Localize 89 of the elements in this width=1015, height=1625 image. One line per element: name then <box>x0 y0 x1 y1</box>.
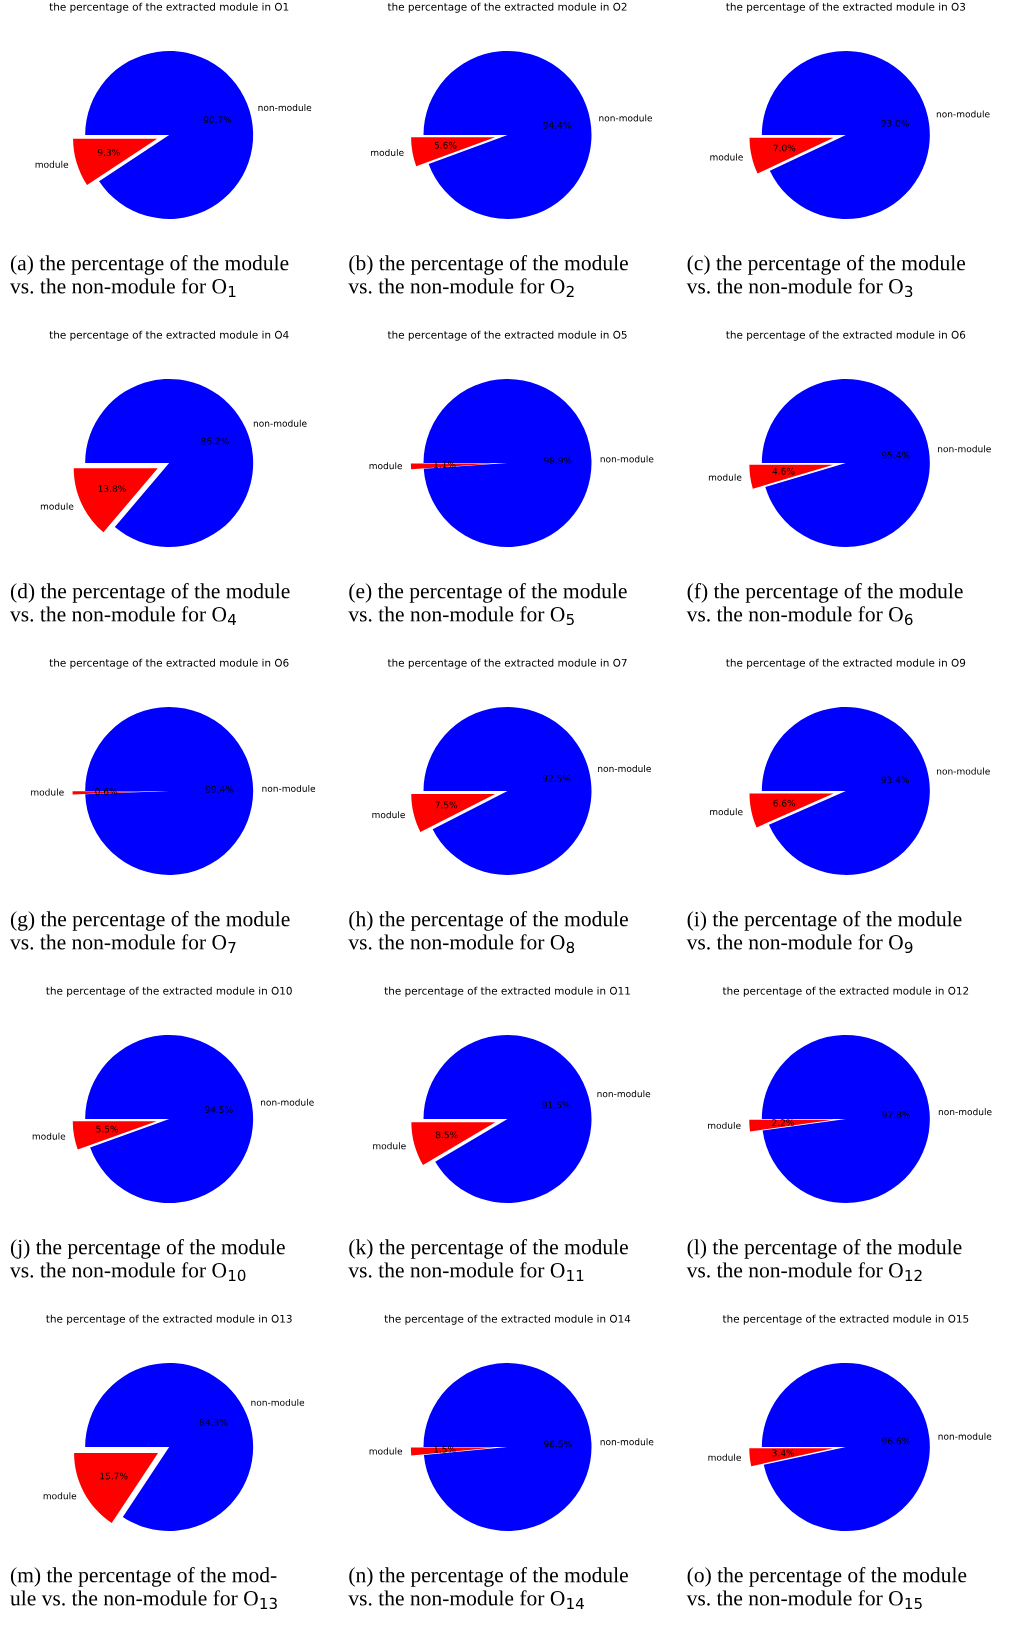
chart-title: the percentage of the extracted module in O11 <box>384 986 630 997</box>
data-label: 6.6% <box>773 799 796 807</box>
slice-label: non-module <box>600 455 654 463</box>
slice-label: module <box>373 1142 406 1150</box>
slice-label: module <box>710 153 743 161</box>
data-label: 9.3% <box>97 148 120 156</box>
text: (n) the percentage of the module vs. the non-module for O$_{14}$ <box>348 1567 628 1609</box>
slice-label: non-module <box>938 1432 992 1440</box>
data-label: 2.2% <box>772 1119 794 1126</box>
slice-label: non-module <box>253 419 307 427</box>
slice-label: module <box>708 473 742 481</box>
slice-label: non-module <box>938 1108 992 1116</box>
data-label: 5.6% <box>434 141 457 149</box>
slice-label: non-module <box>597 1090 651 1098</box>
slice-label: module <box>369 1447 403 1455</box>
chart-title: the percentage of the extracted module in O1 <box>49 2 289 13</box>
chart-title: the percentage of the extracted module in O6 <box>726 330 966 341</box>
text: (f) the percentage of the module vs. the non-module for O$_{6}$ <box>686 583 963 626</box>
slice-label: module <box>43 1492 77 1500</box>
data-label: 94.5% <box>205 1106 233 1113</box>
text: (j) the percentage of the module vs. the non-module for O$_{10}$ <box>10 1239 285 1282</box>
slice-label: module <box>708 1453 741 1461</box>
data-label: 93.0% <box>881 119 909 127</box>
data-label: 15.7% <box>100 1472 128 1480</box>
data-label: 98.9% <box>544 457 572 464</box>
data-label: 13.8% <box>98 485 126 493</box>
data-label: 96.6% <box>882 1437 910 1445</box>
data-label: 8.5% <box>435 1131 458 1139</box>
chart-title: the percentage of the extracted module in O15 <box>722 1314 969 1325</box>
chart-title: the percentage of the extracted module in O6 <box>49 658 289 669</box>
slice-label: module <box>31 788 64 796</box>
data-label: 97.8% <box>882 1111 910 1119</box>
text: (g) the percentage of the module vs. the non-module for O$_{7}$ <box>10 911 290 953</box>
slice-label: module <box>372 811 405 819</box>
text: (l) the percentage of the module vs. the non-module for O$_{12}$ <box>686 1239 962 1281</box>
data-label: 98.5% <box>544 1440 572 1448</box>
data-label: 91.5% <box>542 1101 570 1109</box>
chart-title: the percentage of the extracted module in O13 <box>46 1314 292 1325</box>
chart-title: the percentage of the extracted module in O3 <box>726 2 966 13</box>
data-label: 95.4% <box>881 451 910 459</box>
text: (i) the percentage of the module vs. the non-module for O$_{9}$ <box>686 911 962 954</box>
slice-label: module <box>32 1132 66 1140</box>
data-label: 92.5% <box>542 775 571 782</box>
chart-title: the percentage of the extracted module in O7 <box>387 658 627 669</box>
slice-label: non-module <box>258 104 312 112</box>
slice-label: non-module <box>598 765 651 773</box>
slice-label: non-module <box>938 445 991 453</box>
data-label: 90.7% <box>203 116 232 124</box>
slice-label: module <box>371 149 404 156</box>
text: (o) the percentage of the module vs. the non-module for O$_{15}$ <box>686 1567 967 1610</box>
text: (b) the percentage of the module vs. the non-module for O$_{2}$ <box>348 255 628 297</box>
data-label: 94.4% <box>543 121 571 129</box>
data-label: 99.4% <box>205 785 234 793</box>
text: (a) the percentage of the module vs. the non-module for O$_{1}$ <box>10 255 289 297</box>
data-label: 4.6% <box>772 467 795 475</box>
chart-title: the percentage of the extracted module in O9 <box>726 658 966 669</box>
chart-title: the percentage of the extracted module in O12 <box>722 986 969 997</box>
data-label: 1.5% <box>434 1445 456 1453</box>
chart-title: the percentage of the extracted module in O10 <box>46 986 292 997</box>
slice-label: non-module <box>599 114 653 122</box>
slice-label: non-module <box>261 1098 314 1106</box>
text: (e) the percentage of the module vs. the non-module for O$_{5}$ <box>348 583 627 626</box>
slice-label: non-module <box>251 1398 305 1406</box>
chart-title: the percentage of the extracted module in O4 <box>49 330 289 341</box>
text: (k) the percentage of the module vs. the non-module for O$_{11}$ <box>348 1239 628 1281</box>
data-label: 86.2% <box>201 437 229 445</box>
data-label: 1.1% <box>434 460 456 468</box>
slice-label: non-module <box>936 110 990 118</box>
chart-title: the percentage of the extracted module in O14 <box>384 1314 631 1325</box>
text: (c) the percentage of the module vs. the non-module for O$_{3}$ <box>686 255 966 298</box>
slice-label: module <box>369 462 403 470</box>
slice-label: module <box>710 808 743 816</box>
slice-label: module <box>40 502 74 510</box>
data-label: 84.3% <box>199 1418 228 1426</box>
text: (m) the percentage of the mod- ule vs. the non-module for O$_{13}$ <box>10 1567 277 1610</box>
data-label: 7.0% <box>773 144 796 152</box>
slice-label: non-module <box>262 784 316 792</box>
slice-label: non-module <box>937 767 990 775</box>
data-label: 7.5% <box>435 801 458 809</box>
slice-label: module <box>708 1121 741 1129</box>
text: (d) the percentage of the module vs. the non-module for O$_{4}$ <box>10 583 290 625</box>
chart-title: the percentage of the extracted module in O5 <box>387 330 627 341</box>
slice-label: non-module <box>600 1438 654 1446</box>
text: (h) the percentage of the module vs. the non-module for O$_{8}$ <box>348 911 628 954</box>
chart-title: the percentage of the extracted module in O2 <box>387 2 627 13</box>
data-label: 93.4% <box>881 776 909 784</box>
data-label: 5.5% <box>96 1125 119 1133</box>
slice-label: module <box>35 160 69 168</box>
data-label: 3.4% <box>772 1449 795 1457</box>
